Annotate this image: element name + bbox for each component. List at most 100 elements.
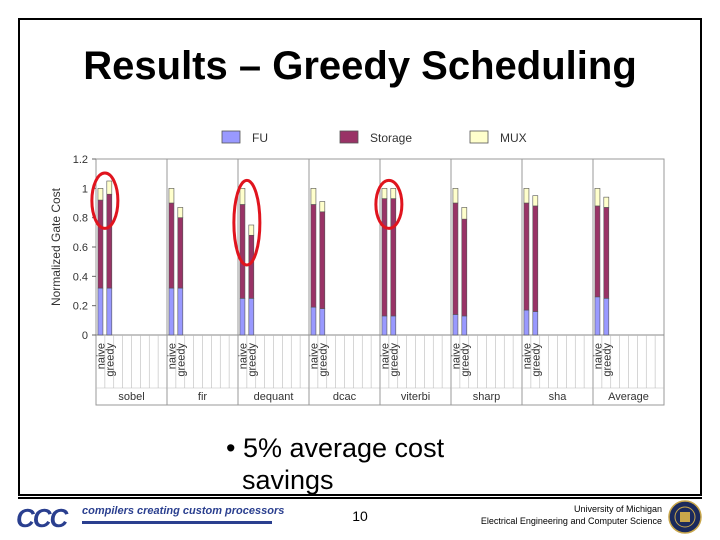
- bar-sharp-naive-storage: [452, 202, 459, 315]
- bar-dequant-greedy-fu: [248, 298, 255, 336]
- bar-label: naive: [450, 343, 462, 369]
- bar-label: greedy: [317, 343, 329, 377]
- bar-Average-naive-fu: [594, 296, 601, 336]
- bar-dcac-greedy-storage: [319, 211, 326, 309]
- y-axis-label: Normalized Gate Cost: [49, 187, 63, 306]
- bar-viterbi-naive-mux: [381, 188, 388, 199]
- bar-dequant-greedy-mux: [248, 224, 255, 236]
- bar-sobel-naive-mux: [97, 188, 104, 201]
- bar-Average-greedy-fu: [603, 298, 610, 336]
- bar-sha-naive-fu: [523, 309, 530, 336]
- legend-label-mux: MUX: [500, 131, 527, 145]
- university-line-2: Electrical Engineering and Computer Scie…: [480, 516, 662, 526]
- bar-sha-naive-storage: [523, 202, 530, 311]
- bar-viterbi-greedy-mux: [390, 188, 397, 199]
- ccc-logo: CCC compilers creating custom processors: [16, 503, 286, 533]
- bullet-point: • 5% average cost savings: [226, 432, 444, 496]
- bar-dcac-greedy-mux: [319, 201, 326, 213]
- legend-swatch-mux: [469, 130, 489, 144]
- bar-label: naive: [166, 343, 178, 369]
- bar-dequant-greedy-storage: [248, 234, 255, 299]
- slide-frame: [18, 18, 702, 496]
- bar-label: naive: [237, 343, 249, 369]
- y-tick-label: 0: [82, 330, 88, 342]
- logo-underline: [82, 521, 272, 524]
- bar-sharp-naive-mux: [452, 188, 459, 204]
- legend-swatch-fu: [221, 130, 241, 144]
- y-tick-label: 0.6: [73, 242, 88, 254]
- bar-dequant-naive-fu: [239, 298, 246, 336]
- bar-sobel-naive-storage: [97, 199, 104, 289]
- group-label: Average: [608, 391, 649, 403]
- bar-label: greedy: [246, 343, 258, 377]
- group-label: sobel: [118, 391, 144, 403]
- bar-label: greedy: [104, 343, 116, 377]
- legend-label-fu: FU: [252, 131, 268, 145]
- bar-dcac-naive-fu: [310, 306, 317, 336]
- group-label: fir: [198, 391, 208, 403]
- bar-label: naive: [379, 343, 391, 369]
- bar-Average-naive-mux: [594, 188, 601, 207]
- bar-label: naive: [308, 343, 320, 369]
- bar-fir-greedy-storage: [177, 217, 184, 289]
- university-seal-icon: [668, 500, 702, 534]
- y-tick-label: 1.2: [73, 154, 88, 166]
- bar-dequant-naive-mux: [239, 188, 246, 205]
- bar-Average-greedy-storage: [603, 207, 610, 299]
- group-label: dcac: [333, 391, 357, 403]
- bar-fir-naive-mux: [168, 188, 175, 204]
- bar-label: naive: [592, 343, 604, 369]
- bar-viterbi-naive-fu: [381, 315, 388, 336]
- bar-dcac-naive-storage: [310, 204, 317, 308]
- bar-label: naive: [521, 343, 533, 369]
- highlight-ellipse-viterbi: [374, 178, 404, 230]
- highlight-ellipse-sobel: [90, 171, 120, 230]
- legend-swatch-storage: [339, 130, 359, 144]
- bar-sobel-greedy-storage: [106, 193, 113, 289]
- bar-viterbi-naive-storage: [381, 198, 388, 317]
- bar-fir-greedy-mux: [177, 207, 184, 218]
- bar-label: greedy: [601, 343, 613, 377]
- bar-sobel-greedy-fu: [106, 287, 113, 336]
- group-label: dequant: [254, 391, 294, 403]
- bar-sharp-greedy-storage: [461, 218, 468, 317]
- footer-divider: [18, 497, 702, 499]
- university-credit: University of Michigan Electrical Engine…: [481, 503, 662, 527]
- bar-sha-naive-mux: [523, 188, 530, 204]
- y-tick-label: 0.2: [73, 301, 88, 313]
- bar-viterbi-greedy-storage: [390, 198, 397, 317]
- bar-sobel-naive-fu: [97, 287, 104, 336]
- y-tick-label: 1: [82, 183, 88, 195]
- bar-sobel-greedy-mux: [106, 180, 113, 195]
- y-tick-label: 0.8: [73, 213, 88, 225]
- highlight-ellipse-dequant: [232, 178, 262, 267]
- bullet-line-2: savings: [242, 465, 334, 495]
- bullet-line-1: • 5% average cost: [226, 433, 445, 463]
- bar-sharp-greedy-fu: [461, 315, 468, 336]
- bar-sharp-naive-fu: [452, 314, 459, 336]
- bar-sha-greedy-fu: [532, 311, 539, 336]
- bar-fir-greedy-fu: [177, 287, 184, 336]
- bar-fir-naive-fu: [168, 287, 175, 336]
- bar-label: greedy: [175, 343, 187, 377]
- bar-label: greedy: [388, 343, 400, 377]
- bar-sharp-greedy-mux: [461, 207, 468, 220]
- group-label: sharp: [473, 391, 501, 403]
- bar-dcac-greedy-fu: [319, 308, 326, 336]
- legend-label-storage: Storage: [370, 131, 412, 145]
- bar-fir-naive-storage: [168, 202, 175, 289]
- group-label: viterbi: [401, 391, 430, 403]
- logo-mark: CCC: [16, 503, 68, 533]
- bar-dcac-naive-mux: [310, 188, 317, 205]
- bar-dequant-naive-storage: [239, 204, 246, 299]
- bar-label: greedy: [459, 343, 471, 377]
- y-tick-label: 0.4: [73, 271, 88, 283]
- bar-sha-greedy-mux: [532, 195, 539, 207]
- logo-text: compilers creating custom processors: [82, 505, 285, 517]
- slide-title: Results – Greedy Scheduling: [83, 44, 637, 88]
- bar-sha-greedy-storage: [532, 205, 539, 312]
- bar-label: greedy: [530, 343, 542, 377]
- page-number: 10: [352, 508, 368, 524]
- bar-label: naive: [95, 343, 107, 369]
- university-line-1: University of Michigan: [573, 504, 662, 514]
